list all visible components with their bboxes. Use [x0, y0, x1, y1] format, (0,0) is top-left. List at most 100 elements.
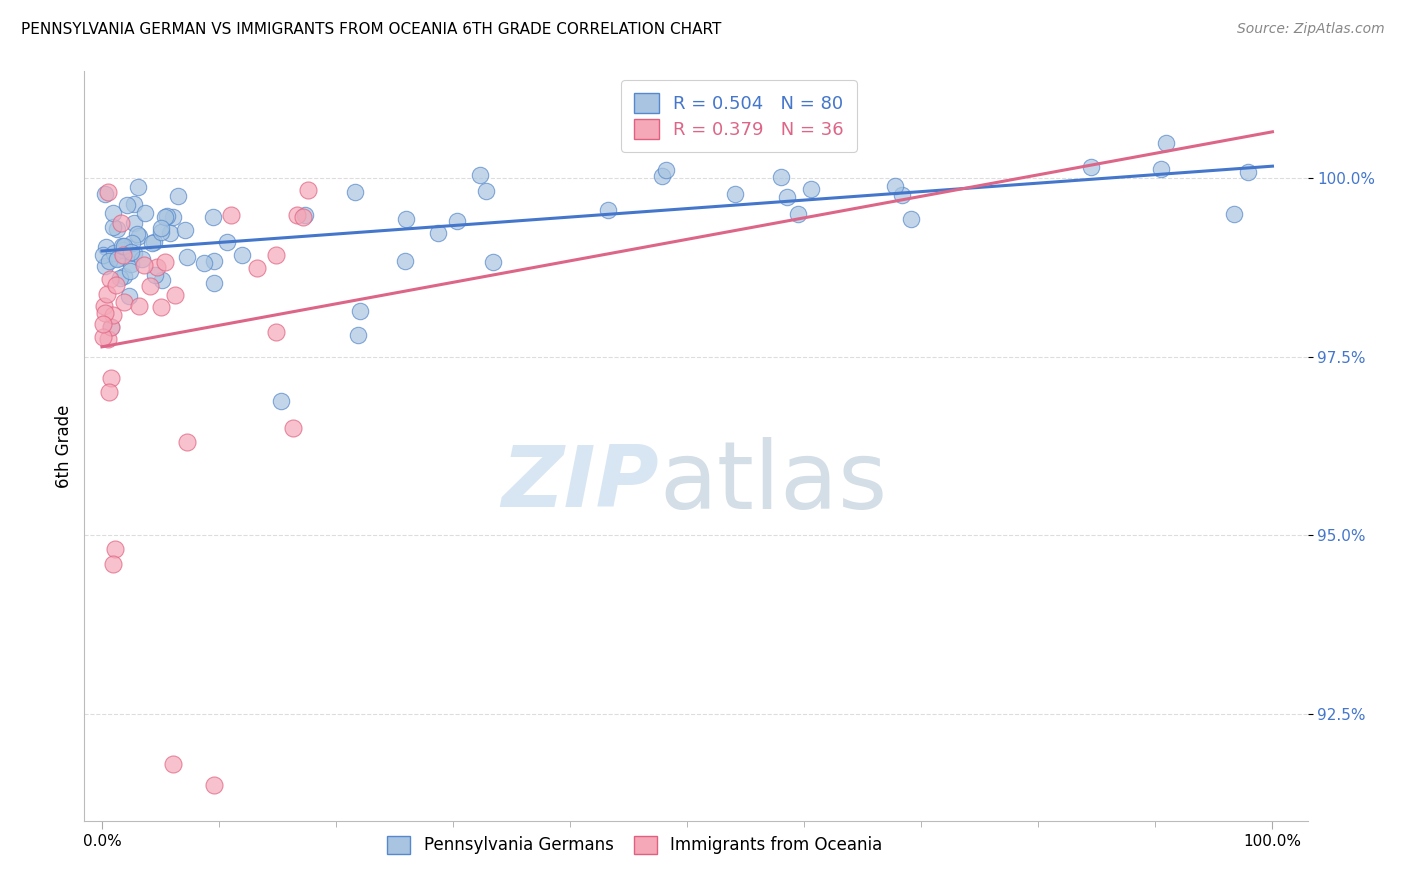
Point [128, 299, 150, 313]
Point [98, 272, 121, 286]
Point [115, 198, 138, 212]
Point [94, 240, 117, 254]
Point [104, 542, 127, 557]
Point [287, 208, 309, 222]
Text: ZIP: ZIP [502, 442, 659, 525]
Point [470, 168, 492, 182]
Point [125, 227, 148, 241]
Point [1154, 136, 1177, 150]
Point [281, 421, 304, 435]
Point [156, 209, 179, 223]
Point [176, 250, 198, 264]
Point [128, 229, 150, 244]
Point [143, 268, 166, 283]
Point [91, 317, 114, 331]
Point [426, 226, 449, 240]
Point [1080, 160, 1102, 174]
Point [121, 235, 143, 250]
Point [124, 216, 146, 230]
Point [343, 186, 366, 200]
Point [100, 320, 122, 334]
Point [132, 259, 155, 273]
Point [174, 223, 197, 237]
Point [97, 332, 120, 346]
Point [291, 210, 314, 224]
Point [167, 189, 190, 203]
Point [118, 289, 141, 303]
Point [246, 260, 269, 275]
Point [349, 304, 371, 318]
Point [94, 187, 117, 202]
Point [149, 301, 172, 315]
Point [142, 235, 165, 249]
Text: PENNSYLVANIA GERMAN VS IMMIGRANTS FROM OCEANIA 6TH GRADE CORRELATION CHART: PENNSYLVANIA GERMAN VS IMMIGRANTS FROM O… [21, 22, 721, 37]
Point [884, 179, 907, 194]
Point [651, 169, 673, 183]
Point [890, 188, 912, 202]
Point [105, 252, 128, 266]
Point [94, 306, 117, 320]
Point [724, 186, 747, 201]
Point [475, 184, 498, 198]
Point [111, 239, 134, 253]
Point [101, 557, 124, 571]
Point [162, 211, 184, 225]
Point [270, 394, 292, 409]
Point [112, 243, 135, 257]
Point [1223, 207, 1246, 221]
Point [131, 252, 153, 267]
Y-axis label: 6th Grade: 6th Grade [55, 404, 73, 488]
Point [264, 325, 287, 339]
Point [162, 756, 184, 771]
Point [176, 435, 198, 450]
Point [150, 273, 173, 287]
Point [231, 247, 253, 261]
Point [1150, 162, 1173, 177]
Point [217, 235, 239, 250]
Point [150, 221, 173, 235]
Point [111, 248, 134, 262]
Point [120, 244, 142, 259]
Point [112, 239, 135, 253]
Point [264, 248, 287, 262]
Point [100, 320, 122, 334]
Point [101, 206, 124, 220]
Point [122, 246, 145, 260]
Point [112, 269, 135, 284]
Point [108, 270, 131, 285]
Point [193, 255, 215, 269]
Point [97, 385, 120, 400]
Text: Source: ZipAtlas.com: Source: ZipAtlas.com [1237, 22, 1385, 37]
Point [202, 778, 225, 792]
Point [163, 287, 186, 301]
Point [103, 246, 125, 260]
Point [776, 190, 799, 204]
Point [101, 220, 124, 235]
Point [107, 251, 129, 265]
Point [104, 278, 127, 293]
Point [770, 169, 793, 184]
Point [110, 216, 132, 230]
Point [150, 225, 173, 239]
Point [202, 276, 225, 290]
Point [96, 286, 118, 301]
Point [481, 255, 503, 269]
Point [394, 254, 416, 268]
Point [596, 203, 619, 218]
Legend: Pennsylvania Germans, Immigrants from Oceania: Pennsylvania Germans, Immigrants from Oc… [381, 829, 889, 861]
Point [124, 197, 146, 211]
Point [93, 299, 115, 313]
Text: atlas: atlas [659, 437, 887, 530]
Point [97, 254, 120, 268]
Point [134, 206, 156, 220]
Point [146, 260, 169, 275]
Point [204, 254, 226, 268]
Point [112, 240, 135, 254]
Point [1237, 164, 1260, 178]
Point [100, 371, 122, 385]
Point [97, 186, 120, 200]
Point [395, 212, 418, 227]
Point [91, 330, 114, 344]
Point [159, 226, 181, 240]
Point [120, 264, 142, 278]
